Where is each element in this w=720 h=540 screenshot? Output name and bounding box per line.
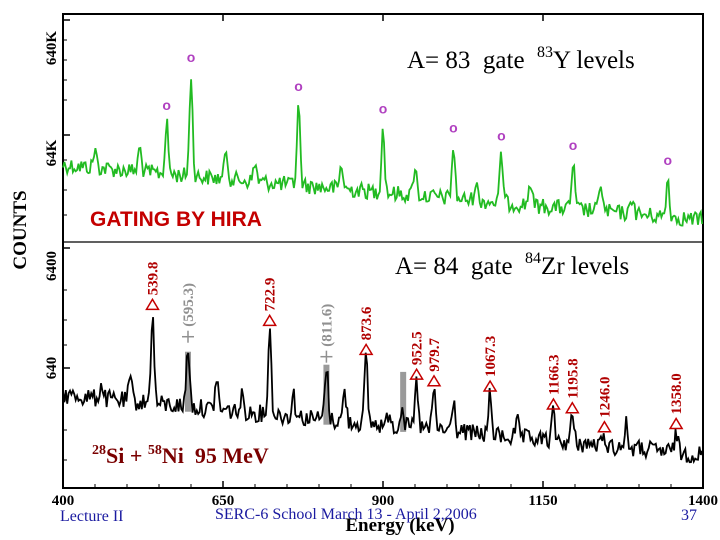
- y-tick-label: 6400: [44, 251, 60, 281]
- peak-triangle-marker: [546, 397, 561, 410]
- x-tick-label: 1150: [528, 493, 557, 509]
- gate-shade: [400, 371, 407, 432]
- peak-triangle-marker: [145, 297, 160, 311]
- footer-center: SERC-6 School March 13 - April 2,2006: [215, 506, 477, 523]
- peak-label: 979.7: [427, 338, 443, 372]
- peak-label: 722.9: [263, 278, 279, 312]
- peak-triangle-marker: [482, 379, 498, 392]
- upper-title-sup: 83: [537, 44, 553, 61]
- x-tick-label: 400: [52, 493, 75, 509]
- reaction-el-2: Ni 95 MeV: [162, 443, 269, 468]
- peak-triangle-marker: [597, 420, 612, 433]
- x-tick-label: 1400: [688, 493, 718, 509]
- peak-label: 1358.0: [669, 373, 685, 414]
- peak-triangle-marker: [564, 401, 580, 414]
- peak-label: 952.5: [410, 331, 426, 365]
- gate-shade: [323, 364, 330, 425]
- x-axis-title: Energy (keV): [345, 515, 454, 536]
- peak-triangle-marker: [409, 367, 424, 380]
- upper-peak-marker: o: [497, 128, 506, 144]
- x-tick-label: 650: [212, 493, 235, 509]
- peak-triangle-marker: [262, 313, 277, 327]
- peak-triangle-marker: [668, 417, 684, 430]
- upper-spectrum-line: [62, 79, 704, 227]
- upper-panel-title: A= 83 gate 83Y levels: [407, 44, 635, 74]
- reaction-el-1: Si +: [106, 443, 148, 468]
- footer-page: 37: [681, 507, 697, 524]
- peak-label: 1246.0: [597, 377, 613, 418]
- lower-panel-title: A= 84 gate 84Zr levels: [395, 250, 629, 280]
- peak-label: 539.8: [145, 262, 161, 296]
- upper-peak-marker: o: [569, 137, 578, 153]
- upper-title-prefix: A= 83 gate: [407, 47, 537, 74]
- gate-shade: [184, 351, 191, 412]
- upper-peak-marker: o: [449, 120, 458, 136]
- peak-label: (811.6): [319, 304, 335, 347]
- y-tick-label: 640: [44, 357, 60, 380]
- footer-left: Lecture II: [60, 508, 124, 525]
- peak-label: (595.3): [181, 283, 197, 327]
- upper-title-suffix: Y levels: [553, 47, 635, 74]
- y-tick-label: 640K: [44, 31, 60, 66]
- upper-peak-marker: o: [664, 152, 673, 168]
- peak-label: 1067.3: [483, 336, 499, 377]
- peak-triangle-marker: [358, 342, 374, 356]
- reaction-sup-1: 28: [92, 443, 106, 458]
- lower-title-suffix: Zr levels: [541, 253, 629, 280]
- gating-annotation: GATING BY HIRA: [90, 208, 262, 231]
- lower-spectrum-line: [62, 317, 704, 465]
- upper-peak-marker: o: [379, 101, 388, 117]
- upper-peak-marker: o: [294, 78, 303, 94]
- x-tick-label: 900: [372, 493, 395, 509]
- peak-label: 1195.8: [565, 358, 581, 398]
- upper-peak-marker: o: [187, 49, 196, 65]
- y-tick-label: 64K: [44, 139, 60, 166]
- peak-label: 1166.3: [546, 355, 562, 395]
- upper-peak-marker: o: [162, 97, 171, 113]
- reaction-sup-2: 58: [148, 443, 162, 458]
- reaction-label: 28Si + 58Ni 95 MeV: [92, 443, 269, 468]
- peak-triangle-marker: [426, 374, 442, 387]
- peak-label: 873.6: [359, 306, 375, 340]
- lower-title-sup: 84: [525, 250, 541, 267]
- y-axis-title: COUNTS: [10, 190, 31, 269]
- lower-title-prefix: A= 84 gate: [395, 253, 525, 280]
